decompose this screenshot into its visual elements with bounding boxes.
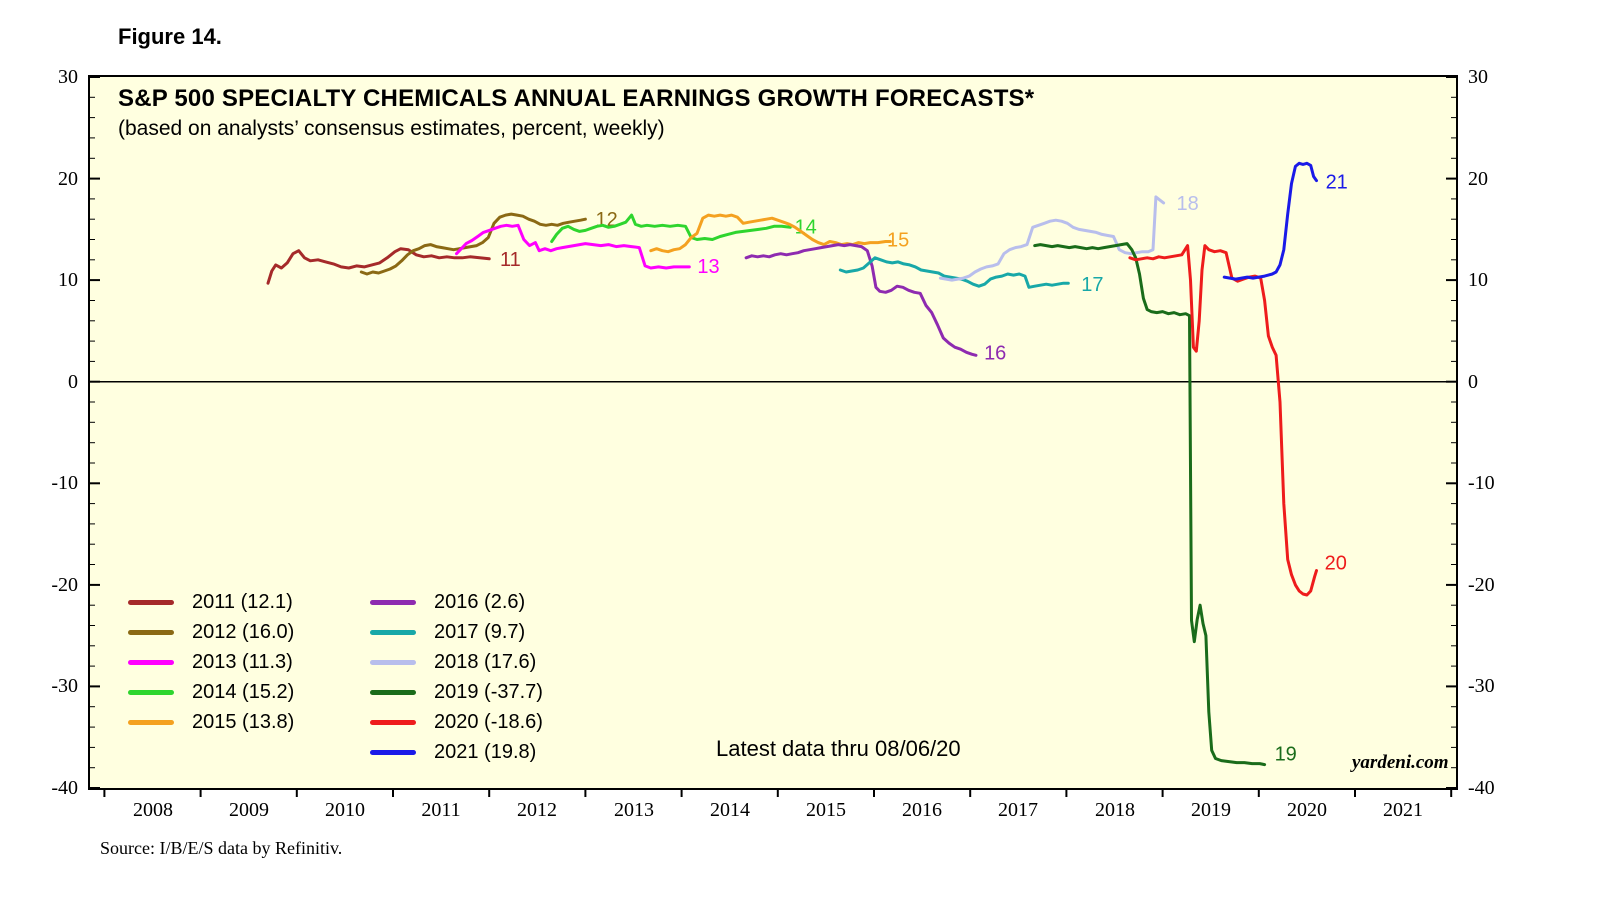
legend-label-2012: 2012 (16.0) [192,620,295,643]
legend: 2011 (12.1) 2012 (16.0) 2013 (11.3) 2014 (1… [128,587,670,767]
y-tick-label-left: 30 [58,66,78,88]
y-tick-label-right: 20 [1468,168,1488,190]
x-tick-label: 2017 [998,799,1038,821]
y-tick-label-left: 0 [68,371,78,393]
legend-label-2018: 2018 (17.6) [434,650,537,673]
y-tick-label-right: -20 [1468,574,1495,596]
y-tick-label-right: -40 [1468,777,1495,799]
y-tick-label-left: -10 [51,472,78,494]
legend-label-2020: 2020 (-18.6) [434,710,543,733]
legend-item-2021: 2021 (19.8) [370,737,670,767]
y-tick-label-right: -30 [1468,675,1495,697]
legend-label-2021: 2021 (19.8) [434,740,537,763]
legend-item-2016: 2016 (2.6) [370,587,670,617]
x-tick-label: 2014 [710,799,750,821]
legend-item-2018: 2018 (17.6) [370,647,670,677]
legend-swatch-2017 [370,629,416,635]
x-tick-label: 2010 [325,799,365,821]
legend-swatch-2020 [370,719,416,725]
legend-item-2019: 2019 (-37.7) [370,677,670,707]
legend-label-2017: 2017 (9.7) [434,620,526,643]
chart-subtitle: (based on analysts’ consensus estimates,… [118,117,665,140]
y-tick-label-left: 10 [58,269,78,291]
legend-swatch-2012 [128,629,174,635]
legend-item-2013: 2013 (11.3) [128,647,370,677]
x-tick-label: 2020 [1287,799,1327,821]
chart-title: S&P 500 SPECIALTY CHEMICALS ANNUAL EARNI… [118,85,1035,112]
legend-swatch-2013 [128,659,174,665]
legend-swatch-2016 [370,599,416,605]
legend-label-2015: 2015 (13.8) [192,710,295,733]
x-tick-label: 2015 [806,799,846,821]
yardeni-watermark: yardeni.com [1352,752,1449,773]
x-tick-label: 2019 [1191,799,1231,821]
legend-label-2013: 2013 (11.3) [192,650,293,673]
y-tick-label-right: -10 [1468,472,1495,494]
legend-label-2019: 2019 (-37.7) [434,680,543,703]
x-tick-label: 2008 [133,799,173,821]
x-tick-label: 2012 [517,799,557,821]
legend-swatch-2019 [370,689,416,695]
legend-label-2014: 2014 (15.2) [192,680,295,703]
legend-item-2020: 2020 (-18.6) [370,707,670,737]
legend-swatch-2015 [128,719,174,725]
legend-item-2017: 2017 (9.7) [370,617,670,647]
legend-swatch-2021 [370,749,416,755]
legend-item-2012: 2012 (16.0) [128,617,370,647]
y-tick-label-right: 30 [1468,66,1488,88]
y-tick-label-left: -30 [51,675,78,697]
legend-label-2016: 2016 (2.6) [434,590,526,613]
legend-swatch-2014 [128,689,174,695]
latest-data-note: Latest data thru 08/06/20 [716,736,961,761]
source-note: Source: I/B/E/S data by Refinitiv. [100,838,343,858]
y-tick-label-right: 10 [1468,269,1488,291]
legend-swatch-2011 [128,599,174,605]
y-tick-label-left: -20 [51,574,78,596]
x-tick-label: 2011 [421,799,461,821]
legend-item-2011: 2011 (12.1) [128,587,370,617]
x-tick-label: 2016 [902,799,942,821]
x-tick-label: 2018 [1095,799,1135,821]
legend-item-2015: 2015 (13.8) [128,707,370,737]
x-tick-label: 2009 [229,799,269,821]
legend-swatch-2018 [370,659,416,665]
legend-item-2014: 2014 (15.2) [128,677,370,707]
y-tick-label-left: 20 [58,168,78,190]
legend-label-2011: 2011 (12.1) [192,590,293,613]
y-tick-label-right: 0 [1468,371,1478,393]
x-tick-label: 2013 [614,799,654,821]
x-tick-label: 2021 [1383,799,1423,821]
figure-label: Figure 14. [118,24,222,49]
y-tick-label-left: -40 [51,777,78,799]
